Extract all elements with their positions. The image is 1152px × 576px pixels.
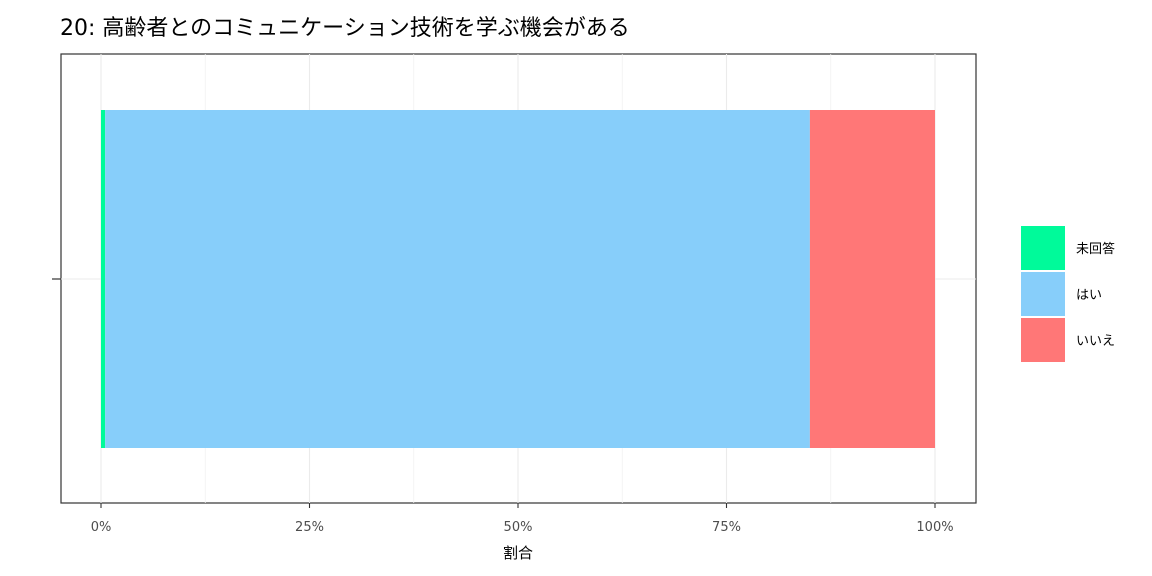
x-tick-label: 0%	[91, 520, 112, 535]
legend-swatch	[1021, 226, 1065, 270]
x-axis-title: 割合	[503, 544, 533, 562]
bar-segment-1	[105, 110, 810, 448]
chart-title: 20: 高齢者とのコミュニケーション技術を学ぶ機会がある	[60, 16, 630, 41]
x-axis-ticks: 0% 25% 50% 75% 100%	[91, 503, 954, 535]
x-tick-label: 100%	[916, 520, 953, 535]
bar-segment-0	[101, 110, 106, 448]
legend-swatch	[1021, 272, 1065, 316]
legend-label: いいえ	[1076, 334, 1115, 349]
bar-stack	[101, 110, 935, 448]
x-tick-label: 75%	[712, 520, 741, 535]
legend-swatch	[1021, 318, 1065, 362]
x-tick-label: 50%	[504, 520, 533, 535]
bar-segment-2	[809, 110, 935, 448]
x-tick-label: 25%	[295, 520, 324, 535]
legend-label: 未回答	[1076, 241, 1115, 257]
legend-label: はい	[1076, 288, 1102, 303]
